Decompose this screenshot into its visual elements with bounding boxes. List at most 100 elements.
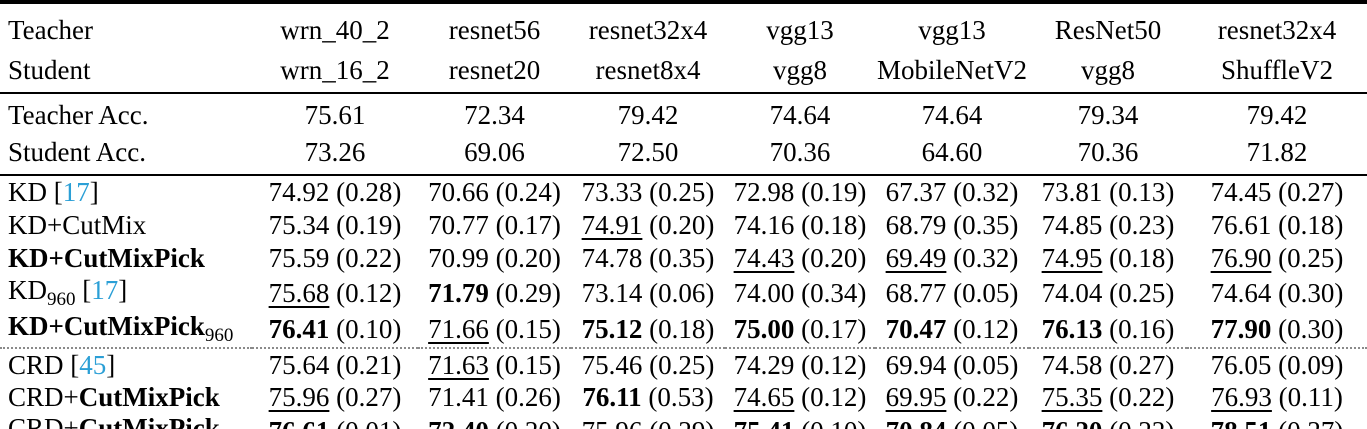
result-cell: 74.45 (0.27) [1187,175,1367,209]
std-value: (0.12) [946,313,1019,344]
method-label-text: KD [8,275,47,305]
result-cell: 70.77 (0.17) [418,209,571,242]
student-model-cell: vgg8 [725,52,875,94]
student-row-label: Student [0,52,252,94]
method-row: KD [17] 74.92 (0.28) 70.66 (0.24) 73.33 (0.… [0,175,1367,209]
result-cell: 74.04 (0.25) [1029,275,1187,311]
student-model-cell: ShuffleV2 [1187,52,1367,94]
method-label-text: KD+CutMixPick [8,311,205,341]
mean-value: 76.61 [1210,210,1272,240]
result-cell: 74.43 (0.20) [725,242,875,275]
result-cell: 76.13 (0.16) [1029,311,1187,349]
std-value: (0.25) [1102,277,1175,308]
mean-value: 76.61 [269,416,330,429]
mean-value: 70.84 [886,416,947,429]
student-acc-label: Student Acc. [0,134,252,176]
result-cell: 74.64 (0.30) [1187,275,1367,311]
teacher-acc-cell: 79.42 [1246,99,1308,130]
teacher-acc-cell: 74.64 [921,99,983,130]
result-cell: 74.65 (0.12) [725,381,875,413]
mean-value: 74.16 [733,210,795,240]
teacher-row: Teacher wrn_40_2 resnet56 resnet32x4 vgg13 vg… [0,2,1367,52]
result-cell: 72.98 (0.19) [725,175,875,209]
teacher-acc-row: Teacher Acc. 75.61 72.34 79.42 74.64 74.64 79.… [0,93,1367,134]
mean-value: 74.95 [1041,243,1103,273]
result-cell: 75.96 (0.29) [571,413,725,429]
std-value: (0.25) [642,349,715,380]
std-value: (0.05) [946,277,1019,308]
mean-value: 73.81 [1041,177,1103,207]
mean-value: 74.64 [1210,277,1272,308]
std-value: (0.10) [794,416,866,429]
method-label: KD+CutMixPick [0,242,252,275]
std-value: (0.22) [946,381,1019,412]
method-label: KD+CutMixPick960 [0,311,252,349]
student-model-cell: resnet20 [418,52,571,94]
result-cell: 76.41 (0.10) [252,311,418,349]
std-value: (0.12) [794,349,867,380]
std-value: (0.22) [1102,381,1175,412]
std-value: (0.25) [1271,243,1344,273]
result-cell: 75.35 (0.22) [1029,381,1187,413]
result-cell: 68.77 (0.05) [875,275,1029,311]
method-row: KD+CutMixPick 75.59 (0.22) 70.99 (0.20) 74.… [0,242,1367,275]
result-cell: 74.91 (0.20) [571,209,725,242]
mean-value: 74.43 [733,243,795,273]
std-value: (0.29) [642,416,714,429]
mean-value: 75.00 [733,313,795,344]
std-value: (0.05) [946,416,1018,429]
std-value: (0.20) [794,243,867,273]
std-value: (0.11) [1271,381,1343,412]
result-cell: 75.46 (0.25) [571,348,725,381]
result-cell: 75.41 (0.10) [725,413,875,429]
method-label-text: CRD+ [8,381,79,412]
std-value: (0.30) [1271,277,1344,308]
result-cell: 75.12 (0.18) [571,311,725,349]
mean-value: 75.34 [268,210,330,240]
result-cell: 74.95 (0.18) [1029,242,1187,275]
student-acc-cell: 70.36 [1029,134,1187,176]
std-value: (0.32) [946,177,1019,207]
result-cell: 73.33 (0.25) [571,175,725,209]
method-label-text: KD [ [8,177,63,207]
std-value: (0.15) [488,349,561,380]
mean-value: 74.45 [1210,177,1272,207]
result-cell: 76.61 (0.01) [252,413,418,429]
mean-value: 76.41 [268,313,330,344]
std-value: (0.18) [794,210,867,240]
method-label: CRD [45] [0,348,252,381]
method-label: CRD+CutMixPick960 [0,413,252,429]
result-cell: 71.41 (0.26) [418,381,571,413]
std-value: (0.20) [642,210,715,240]
mean-value: 75.96 [268,381,330,412]
mean-value: 73.33 [581,177,643,207]
result-cell: 74.16 (0.18) [725,209,875,242]
result-cell: 69.49 (0.32) [875,242,1029,275]
mean-value: 75.68 [268,277,330,308]
method-label-text: 960 [204,325,234,346]
result-cell: 74.78 (0.35) [571,242,725,275]
std-value: (0.20) [488,243,561,273]
teacher-model-cell: resnet32x4 [1217,14,1337,45]
teacher-acc-cell: 79.42 [617,99,679,130]
citation-link[interactable]: 17 [91,275,119,305]
mean-value: 69.49 [885,243,947,273]
method-label-text: 960 [220,427,249,429]
mean-value: 75.59 [268,243,330,273]
std-value: (0.29) [488,277,561,308]
mean-value: 75.64 [268,349,330,380]
std-value: (0.17) [794,313,867,344]
mean-value: 76.13 [1041,313,1103,344]
citation-link[interactable]: 17 [62,177,90,207]
result-cell: 70.84 (0.05) [875,413,1029,429]
student-model-cell: MobileNetV2 [875,52,1029,94]
result-cell: 70.66 (0.24) [418,175,571,209]
std-value: (0.01) [329,416,401,429]
student-acc-cell: 64.60 [875,134,1029,176]
citation-link[interactable]: 45 [79,349,107,380]
mean-value: 75.12 [581,313,643,344]
std-value: (0.25) [642,177,715,207]
student-acc-row: Student Acc. 73.26 69.06 72.50 70.36 64.60 70.… [0,134,1367,176]
result-cell: 68.79 (0.35) [875,209,1029,242]
